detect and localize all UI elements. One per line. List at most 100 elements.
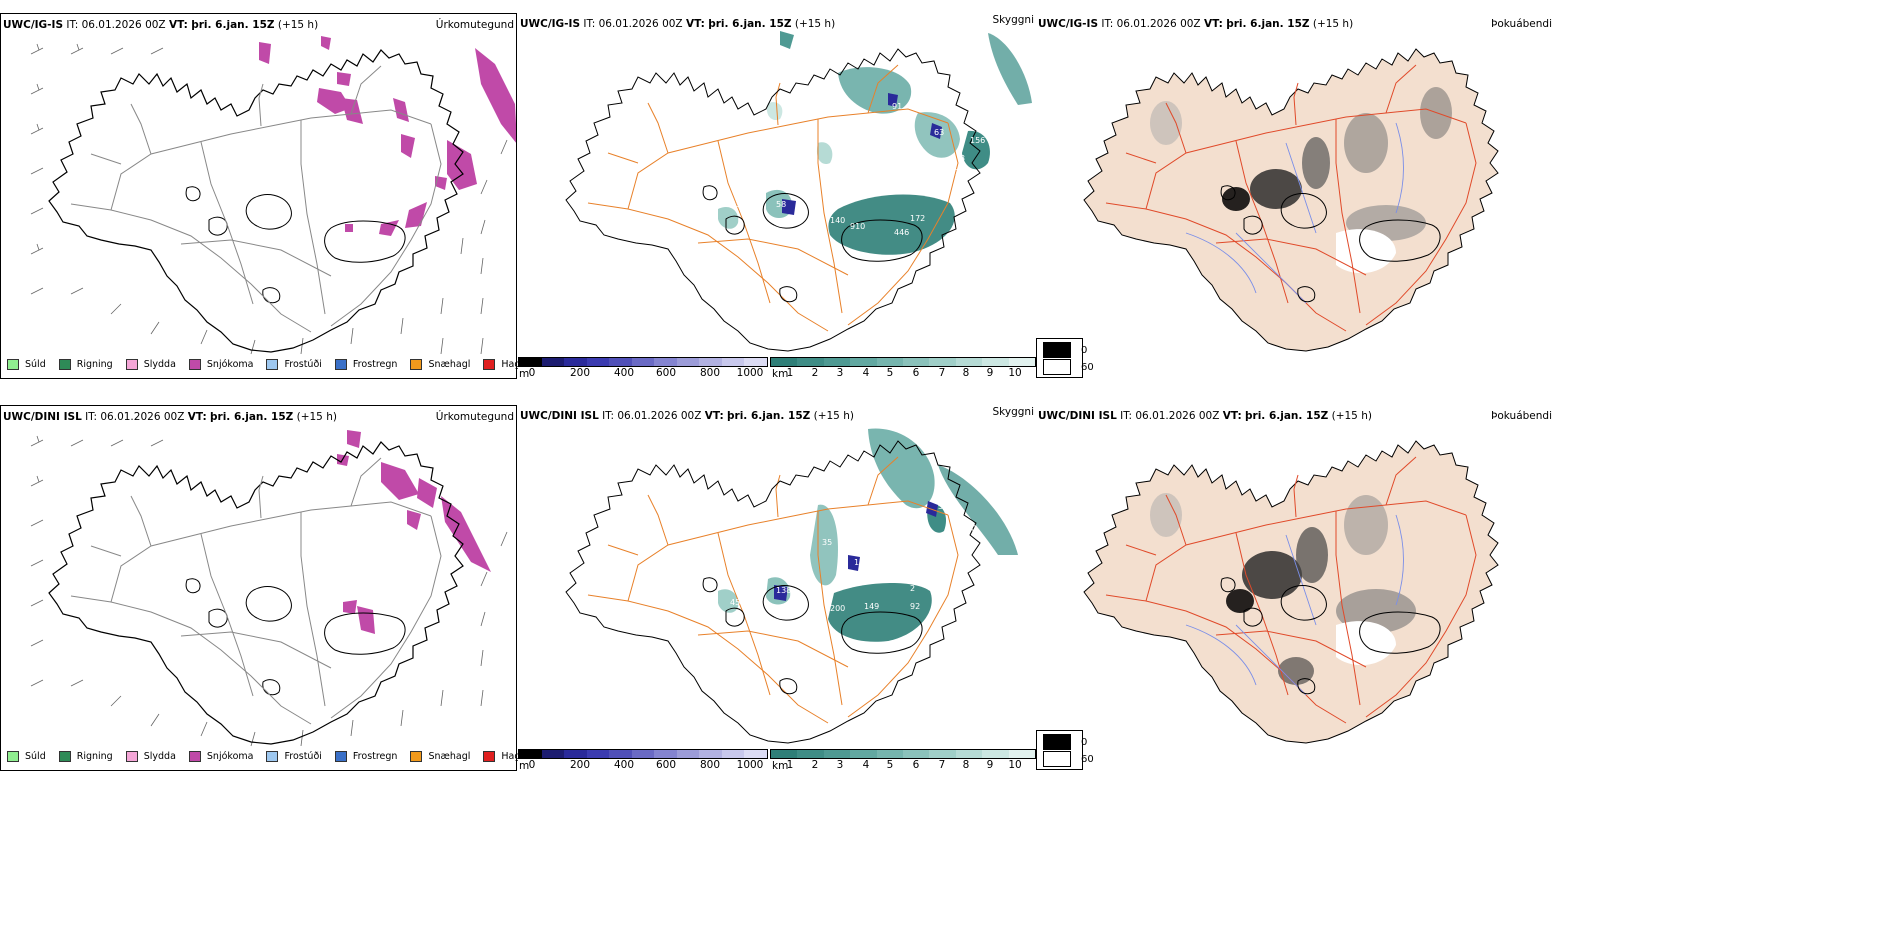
tick-label: 4 [862, 759, 870, 771]
precip-type-panel-igis: UWC/IG-IS IT: 06.01.2026 00Z VT: þri. 6.… [0, 13, 532, 379]
valid-time: þri. 6.jan. 15Z [708, 18, 792, 30]
wind-barbs [30, 43, 508, 355]
legend-item: Súld [7, 751, 46, 762]
legend-swatch [58, 751, 71, 762]
valid-time: þri. 6.jan. 15Z [191, 19, 275, 31]
legend-item: 60 [1043, 359, 1094, 375]
precip-type-map [30, 430, 508, 747]
tick-label: 800 [699, 367, 721, 379]
panel-title: Úrkomutegund [435, 19, 514, 31]
legend-label: 60 [1081, 753, 1094, 765]
lead-time: (+15 h) [794, 18, 836, 30]
tick-label: 8 [962, 367, 970, 379]
legend-item: Snjókoma [188, 359, 253, 370]
tick-label: 200 [569, 759, 591, 771]
valid-label: VT: [685, 18, 705, 30]
legend-item: Haglél [483, 359, 532, 370]
legend-item: Frostregn [334, 359, 398, 370]
ceiling-label: 145 [858, 174, 873, 183]
init-time: 06.01.2026 00Z [81, 19, 166, 31]
panel-title: Þokuábendi [1491, 410, 1552, 422]
visibility-map: 91 63 156 3 77 58 145 13 140 910 172 446 [565, 31, 1032, 352]
legend-swatch [410, 751, 423, 762]
legend-item: Rigning [58, 359, 113, 370]
legend-label: 60 [1081, 361, 1094, 373]
panel-header: UWC/IG-IS IT: 06.01.2026 00Z VT: þri. 6.… [520, 18, 835, 30]
legend-swatch [1043, 751, 1071, 767]
init-time: 06.01.2026 00Z [598, 18, 683, 30]
ceiling-label: 58 [776, 200, 786, 209]
tick-label: 1 [786, 367, 794, 379]
visibility-colorbar [770, 749, 1036, 759]
legend-label: Frostregn [352, 359, 398, 370]
panel-title: Skyggni [992, 406, 1035, 418]
ceiling-label: 35 [822, 538, 832, 547]
ceiling-labels: 91 63 156 3 77 58 145 13 140 910 172 446 [730, 102, 985, 237]
legend-item: Haglél [483, 751, 532, 762]
legend-swatch [334, 751, 347, 762]
fog-index-legend: 0 60 [1036, 730, 1094, 770]
visibility-areas [718, 31, 1032, 255]
fog-index-panel-igis: UWC/IG-IS IT: 06.01.2026 00Z VT: þri. 6.… [1036, 13, 1554, 352]
valid-time: þri. 6.jan. 15Z [727, 410, 811, 422]
init-label: IT: [1120, 410, 1133, 422]
tick-label: 1 [786, 759, 794, 771]
rivers [1185, 514, 1404, 696]
valid-time: þri. 6.jan. 15Z [210, 411, 294, 423]
init-label: IT: [602, 410, 615, 422]
ceiling-label: 13 [730, 200, 740, 209]
legend-label: Snjókoma [206, 751, 254, 762]
ceiling-label: 17 [854, 558, 864, 567]
tick-label: 9 [986, 367, 994, 379]
legend-label: Snæhagl [428, 359, 471, 370]
fog-shading [1150, 493, 1416, 685]
legend-swatch [483, 359, 496, 370]
legend-item: Frostúði [266, 751, 322, 762]
legend-label: Rigning [76, 751, 113, 762]
ceiling-unit: m [519, 368, 530, 380]
tick-label: 0 [528, 367, 536, 379]
legend-swatch [58, 359, 71, 370]
model-name: UWC/IG-IS [3, 19, 64, 31]
tick-label: 7 [938, 367, 946, 379]
model-name: UWC/DINI ISL [3, 411, 82, 423]
ceiling-label: 138 [776, 586, 791, 595]
legend-label: Slydda [143, 359, 176, 370]
legend-swatch [334, 359, 347, 370]
valid-time: þri. 6.jan. 15Z [1226, 18, 1310, 30]
valid-label: VT: [704, 410, 724, 422]
ceiling-label: 140 [830, 216, 845, 225]
visibility-unit: km [772, 368, 789, 380]
valid-time: þri. 6.jan. 15Z [1245, 410, 1329, 422]
tick-label: 8 [962, 759, 970, 771]
lead-time: (+15 h) [813, 410, 854, 422]
legend-item: Snjókoma [188, 751, 254, 762]
ceiling-label: 2 [910, 584, 915, 593]
legend-swatch [188, 751, 201, 762]
legend-swatch [1043, 342, 1071, 358]
precip-legend: Súld Rigning Slydda Snjókoma Frostúði Fr… [7, 751, 545, 762]
legend-label: Haglél [501, 359, 532, 370]
model-name: UWC/IG-IS [1038, 18, 1099, 30]
legend-swatch [125, 359, 138, 370]
precip-type-panel-dini: UWC/DINI ISL IT: 06.01.2026 00Z VT: þri.… [0, 405, 532, 771]
tick-label: 6 [912, 367, 920, 379]
init-label: IT: [583, 18, 596, 30]
legend-item: Frostúði [266, 359, 322, 370]
legend-swatch [483, 751, 496, 762]
ceiling-unit: m [519, 760, 530, 772]
legend-label: Súld [25, 359, 46, 370]
ceiling-labels: 30 50 35 138 45 17 200 149 92 2 [730, 502, 976, 613]
ceiling-label: 92 [910, 602, 920, 611]
legend-swatch [266, 751, 279, 762]
wind-barbs [30, 435, 508, 747]
legend-label: Haglél [501, 751, 532, 762]
legend-item: 60 [1043, 751, 1094, 767]
tick-label: 5 [886, 759, 894, 771]
ceiling-label: 30 [938, 502, 948, 511]
lead-time: (+15 h) [1312, 18, 1354, 30]
valid-label: VT: [1222, 410, 1242, 422]
panel-title: Þokuábendi [1491, 18, 1552, 30]
panel-header: UWC/DINI ISL IT: 06.01.2026 00Z VT: þri.… [520, 410, 854, 422]
tick-label: 400 [613, 759, 635, 771]
